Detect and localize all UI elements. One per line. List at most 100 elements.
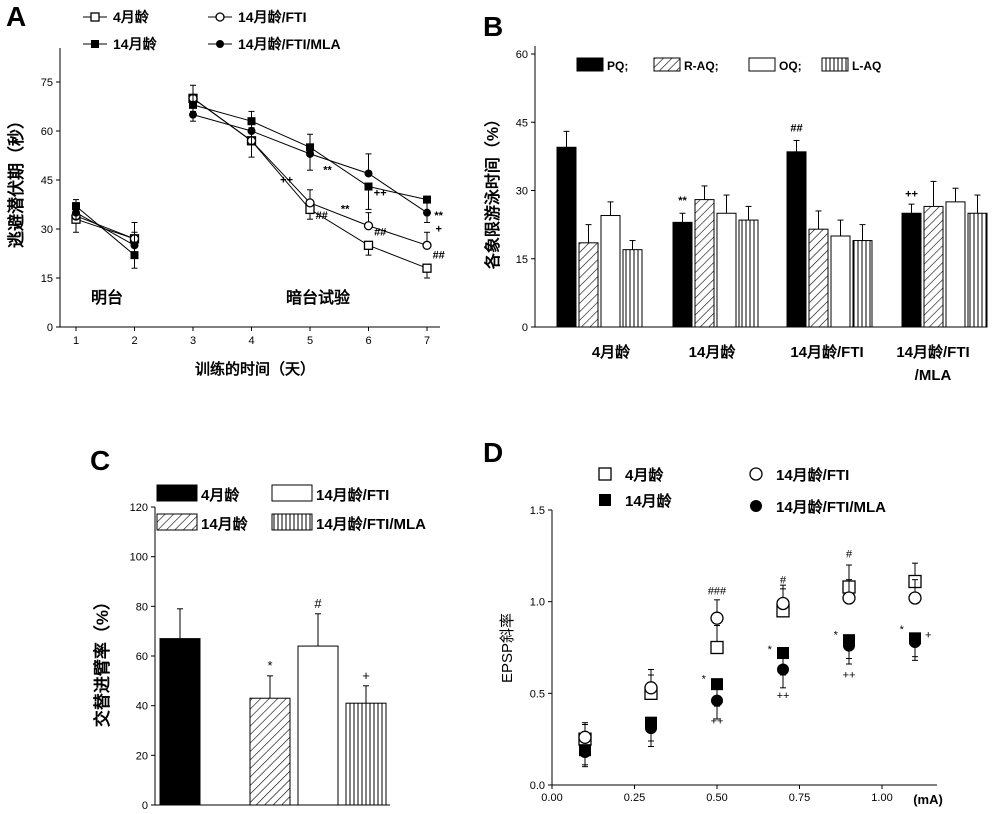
- b-bar-group: [556, 130, 643, 328]
- b-category-label: 4月龄: [592, 343, 631, 361]
- b-bar: [716, 212, 737, 328]
- a-ytick-label: 15: [41, 273, 53, 285]
- a-annotation: +: [435, 223, 441, 235]
- b-ytick-label: 15: [516, 254, 528, 266]
- d-annotation: *: [768, 644, 773, 656]
- c-legend-label: 14月龄: [201, 515, 249, 533]
- d-annotation: *: [834, 629, 839, 641]
- b-bar: [901, 212, 922, 328]
- d-point: [578, 730, 592, 744]
- c-annotation: *: [267, 658, 272, 673]
- b-bar-group: [786, 139, 873, 328]
- c-annotation: #: [314, 596, 322, 611]
- b-ytick-label: 45: [516, 117, 528, 129]
- panel-c-plot: 0 20 40 60 80 100 120 * # +: [130, 502, 390, 812]
- panel-c-ylabel: 交替进臂率（%）: [92, 593, 112, 727]
- b-bar: [622, 249, 643, 328]
- c-bar: [345, 702, 387, 806]
- c-ytick-label: 80: [136, 601, 148, 613]
- b-annotation: ++: [905, 188, 918, 200]
- b-legend-swatch: [653, 57, 681, 72]
- d-ytick-label: 0.0: [530, 780, 545, 792]
- panel-d: D 0.00.51.01.50.00 0.25 0.50 0.75 1.00#####*…: [483, 437, 943, 807]
- panel-a-xlabel: 训练的时间（天）: [195, 360, 315, 378]
- a-point: [364, 169, 373, 178]
- d-point: [776, 596, 790, 611]
- a-point: [363, 240, 374, 250]
- c-legend-label: 14月龄/FTI/MLA: [316, 515, 426, 533]
- b-legend-swatch: [576, 57, 604, 72]
- panel-b-legend: PQ; R-AQ; OQ; L-AQ: [576, 57, 881, 73]
- a-point: [130, 251, 139, 260]
- c-legend-swatch: [271, 513, 313, 531]
- d-point: [711, 694, 723, 707]
- d-point: [710, 640, 724, 655]
- d-annotation: ++: [777, 690, 790, 702]
- a-annotation: ##: [316, 210, 328, 222]
- d-point: [843, 639, 855, 652]
- a-annotation: **: [341, 204, 350, 216]
- a-legend-marker: [216, 40, 224, 48]
- d-series: [578, 562, 922, 746]
- a-point: [423, 208, 431, 217]
- b-bar: [923, 205, 944, 328]
- a-annotation: ++: [374, 187, 387, 199]
- d-point: [644, 681, 658, 695]
- b-bar: [600, 215, 621, 328]
- c-ytick-label: 0: [142, 800, 148, 812]
- a-xtick-label: 6: [365, 335, 371, 347]
- a-series-line: [75, 205, 135, 256]
- d-point: [711, 678, 723, 691]
- d-series: [578, 579, 922, 744]
- panel-d-legend: 4月龄 14月龄/FTI 14月龄 14月龄/FTI/MLA: [598, 466, 886, 516]
- b-category-label: 14月龄: [689, 343, 737, 361]
- panel-a-ylabel: 逃避潜伏期（秒）: [6, 112, 26, 248]
- a-legend-marker: [215, 12, 225, 22]
- a-point: [189, 110, 197, 119]
- d-xtick-label: 1.00: [871, 792, 892, 804]
- a-ytick-label: 30: [41, 224, 53, 236]
- a-xtick-label: 7: [424, 335, 430, 347]
- panel-d-letter: D: [483, 437, 503, 468]
- d-series: [579, 632, 921, 766]
- b-ytick-label: 0: [522, 322, 528, 334]
- d-ytick-label: 1.0: [530, 597, 545, 609]
- a-series-line: [192, 97, 428, 246]
- d-annotation: ###: [708, 585, 727, 597]
- a-legend-label: 14月龄/FTI: [238, 9, 306, 25]
- b-bar: [694, 199, 715, 328]
- d-xtick-label: 0.50: [706, 792, 727, 804]
- b-bar: [852, 240, 873, 328]
- b-bar-group: [672, 185, 759, 328]
- a-xtick-label: 3: [190, 335, 196, 347]
- c-bar: [159, 638, 201, 806]
- d-legend-marker: [598, 467, 612, 481]
- c-ytick-label: 40: [136, 701, 148, 713]
- d-legend-marker: [749, 467, 763, 481]
- c-ytick-label: 20: [136, 750, 148, 762]
- panel-b-letter: B: [483, 11, 503, 42]
- d-point: [777, 647, 789, 659]
- d-annotation: *: [900, 624, 905, 636]
- d-legend-marker: [750, 500, 762, 512]
- panel-c-letter: C: [90, 445, 110, 476]
- panel-c: C 0 20 40 60 80 100 120 * # + 交替进臂率（%） 4月龄 14月龄/FT…: [90, 445, 426, 812]
- b-ytick-label: 60: [516, 49, 528, 61]
- a-point: [130, 241, 139, 250]
- a-xtick-label: 2: [131, 335, 137, 347]
- d-point: [645, 722, 657, 735]
- a-point: [306, 149, 314, 158]
- b-bar: [738, 219, 759, 328]
- a-point: [363, 221, 374, 231]
- a-xtick-label: 1: [73, 335, 79, 347]
- d-point: [908, 591, 922, 605]
- b-category-label: 14月龄/FTI: [896, 343, 969, 361]
- panel-d-plot: 0.00.51.01.50.00 0.25 0.50 0.75 1.00#####***…: [530, 505, 937, 804]
- d-annotation: #: [780, 574, 787, 586]
- panel-a-letter: A: [6, 1, 26, 32]
- b-bar-group: [901, 180, 988, 328]
- d-annotation: #: [846, 549, 853, 561]
- c-legend-label: 4月龄: [201, 486, 240, 504]
- panel-d-xunit: (mA): [913, 792, 943, 807]
